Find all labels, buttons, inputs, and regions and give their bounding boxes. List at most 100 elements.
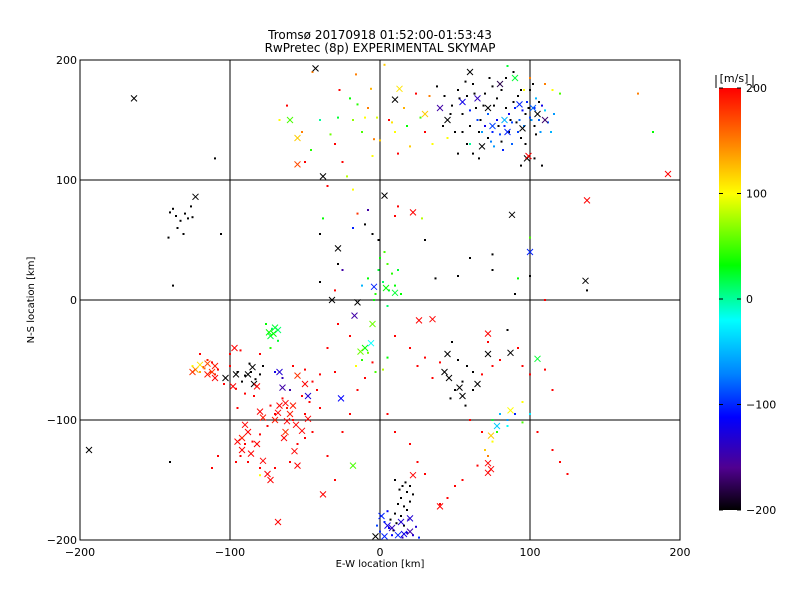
echo-dot [326,455,329,457]
echo-cross [421,110,429,118]
echo-dot [533,157,536,160]
echo-cross [445,374,453,382]
echo-dot [311,380,314,383]
echo-dot [515,121,518,124]
echo-dot [412,493,414,496]
x-axis-label: E-W location [km] [336,559,425,570]
echo-dot [169,211,171,214]
echo-dot [469,125,471,127]
x-tick-label: 0 [377,546,384,559]
echo-dot [361,284,363,287]
echo-dot [428,95,431,97]
echo-dot [379,139,381,142]
echo-dot [341,161,344,163]
echo-dot [326,185,329,187]
echo-dot [386,356,389,359]
echo-dot [311,431,314,433]
echo-cross [282,428,289,436]
echo-cross [415,317,423,324]
echo-dot [383,63,386,66]
echo-dot [386,510,389,513]
echo-dot [319,233,321,235]
echo-dot [203,367,206,370]
echo-dot [304,413,306,415]
echo-cross [294,462,301,469]
echo-dot [476,119,479,121]
echo-dot [334,479,336,481]
echo-dot [457,359,459,361]
echo-cross [534,355,541,363]
x-tick-label: −100 [215,546,245,559]
echo-dot [364,377,366,379]
echo-dot [361,131,363,133]
echo-dot [169,461,171,463]
echo-dot [481,431,483,433]
echo-cross [526,248,534,256]
echo-cross [231,344,238,352]
echo-dot [541,164,543,167]
echo-dot [301,395,303,397]
echo-dot [496,119,498,121]
echo-dot [182,233,185,235]
echo-cross [444,350,451,358]
echo-cross [391,96,399,103]
echo-cross [456,384,463,391]
echo-dot [349,335,351,337]
echo-dot [253,395,255,397]
echo-dot [482,104,485,107]
echo-dot [533,107,536,109]
echo-dot [394,284,396,287]
echo-dot [466,95,468,97]
echo-dot [493,104,495,107]
echo-dot [490,140,492,143]
echo-cross [319,491,327,498]
echo-dot [499,133,501,136]
echo-dot [544,299,546,301]
echo-dot [488,77,491,79]
echo-dot [281,377,284,379]
echo-cross [466,68,474,76]
echo-dot [371,233,374,235]
echo-cross [304,392,312,400]
echo-dot [506,419,509,421]
echo-cross [234,438,241,445]
echo-dot [304,437,306,439]
echo-cross [267,476,274,484]
echo-dot [586,289,588,292]
echo-dot [409,500,411,503]
echo-cross [357,348,364,355]
echo-cross [291,447,298,455]
echo-cross [271,416,279,424]
echo-cross [282,399,289,407]
echo-dot [338,89,341,91]
echo-cross [274,518,282,526]
echo-cross [304,415,312,423]
echo-dot [383,521,386,523]
echo-cross [378,512,385,520]
echo-dot [278,119,281,121]
echo-cross [274,409,282,417]
echo-dot [523,89,525,91]
echo-dot [421,217,423,220]
echo-dot [521,365,524,367]
echo-dot [518,119,521,121]
echo-dot [259,467,261,469]
echo-cross [409,209,417,216]
echo-dot [377,239,380,241]
echo-dot [403,107,405,109]
echo-dot [397,269,399,271]
echo-dot [499,359,501,361]
y-axis-ticks: −200 −100 0 100 200 [47,54,77,547]
x-axis-ticks: −200 −100 0 100 200 [65,546,691,559]
echo-dot [310,149,312,151]
y-tick-label: 100 [56,174,77,187]
echo-dot [514,413,516,415]
echo-dot [364,223,366,226]
echo-cross [511,74,519,82]
echo-dot [535,133,537,136]
echo-cross [244,428,252,436]
chart-subtitle: RwPretec (8p) EXPERIMENTAL SKYMAP [265,41,496,55]
echo-dot [187,217,189,220]
echo-dot [499,413,501,415]
echo-dot [394,335,396,337]
